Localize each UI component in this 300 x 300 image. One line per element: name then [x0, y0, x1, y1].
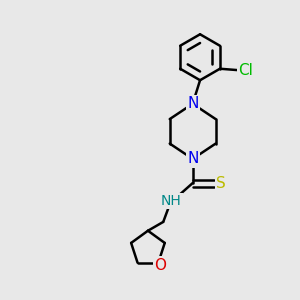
- Text: N: N: [187, 152, 198, 166]
- Text: S: S: [216, 176, 226, 190]
- Text: O: O: [154, 258, 166, 273]
- Text: Cl: Cl: [238, 63, 253, 78]
- Text: N: N: [187, 96, 198, 111]
- Text: NH: NH: [161, 194, 182, 208]
